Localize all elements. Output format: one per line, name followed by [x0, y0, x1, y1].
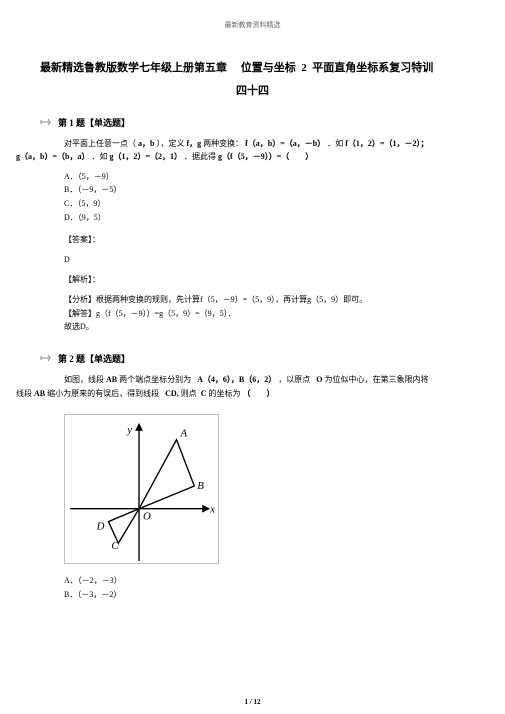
q2-t12: C	[201, 389, 207, 398]
q2-t7: 线段	[16, 389, 32, 398]
q1-t0: 对平面上任意一点（	[64, 139, 136, 148]
q2-t13: 的坐标为	[208, 389, 240, 398]
q1-t1: a，b	[138, 139, 154, 148]
footer-total: 12	[253, 698, 260, 706]
title-num: 2	[301, 62, 307, 74]
q1-opt-b: （－9，－5）	[77, 185, 121, 194]
svg-text:O: O	[143, 511, 151, 523]
q2-suffix: 题【单选题】	[76, 354, 130, 364]
q2-prefix: 第	[58, 354, 67, 364]
q1-analysis-label: 【解析】：	[64, 274, 465, 285]
svg-text:D: D	[96, 521, 105, 533]
q1-header: 第 1 题【单选题】	[40, 116, 465, 129]
q1-answer-value: D	[64, 255, 465, 264]
q1-t8: g（a，b）=（b，a）	[16, 152, 89, 161]
q2-opt-a: （－2，－3）	[78, 576, 122, 585]
q1-opt-d: （9，5）	[78, 213, 106, 222]
main-title-line: 最新精选鲁教版数学七年级上册第五章 位置与坐标 2 平面直角坐标系复习特训	[40, 60, 465, 78]
q1-analysis-l2: 【解答】g（f（5，－9））=g（5，9）=（9，5）．	[64, 307, 465, 321]
q1-opt-a: （5，－9）	[78, 172, 114, 181]
q2-t11: 则点	[181, 389, 197, 398]
q2-header: 第 2 题【单选题】	[40, 352, 465, 365]
hand-pointer-icon	[40, 353, 54, 363]
q2-t2: 两个端点坐标分别为	[119, 375, 191, 384]
q1-body: 对平面上任意一点（ a，b ），定义 f，g 两种变换： f（a，b）=（a，－…	[40, 137, 465, 164]
q1-t7: f（1，2）=（1，－2）；	[345, 139, 428, 148]
q2-t3: A（4，6），B（6，2）	[197, 375, 276, 384]
q2-t14: （ ）	[242, 389, 274, 398]
q1-prefix: 第	[58, 118, 67, 128]
q1-num: 1	[69, 118, 74, 128]
q1-t5: f（a，b）=（a，－b）	[245, 139, 325, 148]
q1-analysis-l3: 故选D。	[64, 320, 465, 334]
svg-text:C: C	[111, 540, 119, 552]
q1-analysis-l1: 【分析】根据两种变换的规则，先计算f（5，－9）=（5，9），再计算g（5，9）…	[64, 293, 465, 307]
q2-t0: 如图，线段	[64, 375, 104, 384]
q2-t4: ，以原点	[278, 375, 310, 384]
title-rest: 平面直角坐标系复习特训	[312, 62, 433, 74]
q1-t6: ．如	[327, 139, 343, 148]
q2-num: 2	[69, 354, 74, 364]
page-footer: 1 / 12	[0, 698, 505, 706]
q1-options: A．（5，－9） B．（－9，－5） C．（5，9） D．（9，5）	[64, 170, 465, 224]
svg-text:x: x	[209, 504, 215, 516]
q2-t5: O	[316, 375, 322, 384]
svg-text:B: B	[197, 480, 204, 492]
q1-t4: 两种变换：	[203, 139, 243, 148]
title-main: 最新精选鲁教版数学七年级上册第五章	[40, 62, 227, 74]
svg-text:y: y	[126, 424, 132, 436]
q2-t1: AB	[106, 375, 117, 384]
q2-t10: CD,	[165, 389, 179, 398]
q1-t9: ．如	[91, 152, 107, 161]
title-ordinal: 四十四	[40, 82, 465, 98]
q2-options: A．（－2，－3） B．（－3，－2）	[64, 574, 465, 601]
q2-t8: AB	[34, 389, 45, 398]
q1-t10: g（1，2）=（2，1）	[109, 152, 182, 161]
q2-opt-b: （－3，－2）	[77, 590, 121, 599]
q2-body: 如图，线段 AB 两个端点坐标分别为 A（4，6），B（6，2） ，以原点 O …	[40, 373, 465, 400]
hand-pointer-icon	[40, 117, 54, 127]
svg-text:A: A	[179, 428, 187, 440]
q2-t6: 为位似中心，在第三象限内将	[324, 375, 428, 384]
q1-t12: g（f（5，－9））=（ ）	[218, 152, 313, 161]
page-top-header: 最新教育资料精选	[40, 20, 465, 30]
q1-t2: ），定义	[156, 139, 184, 148]
q2-t9: 缩小为原来的有误后，得到线段	[47, 389, 159, 398]
footer-sep: /	[250, 698, 252, 706]
q1-opt-c: （5，9）	[77, 199, 105, 208]
q2-figure: y x O A B CD	[64, 414, 219, 564]
q1-t11: ．据此得	[184, 152, 216, 161]
q1-analysis: 【分析】根据两种变换的规则，先计算f（5，－9）=（5，9），再计算g（5，9）…	[64, 293, 465, 334]
footer-page: 1	[245, 698, 249, 706]
title-sub: 位置与坐标	[241, 62, 296, 74]
q1-t3: f，g	[186, 139, 201, 148]
q1-suffix: 题【单选题】	[76, 118, 130, 128]
q1-answer-label: 【答案】：	[64, 234, 465, 245]
